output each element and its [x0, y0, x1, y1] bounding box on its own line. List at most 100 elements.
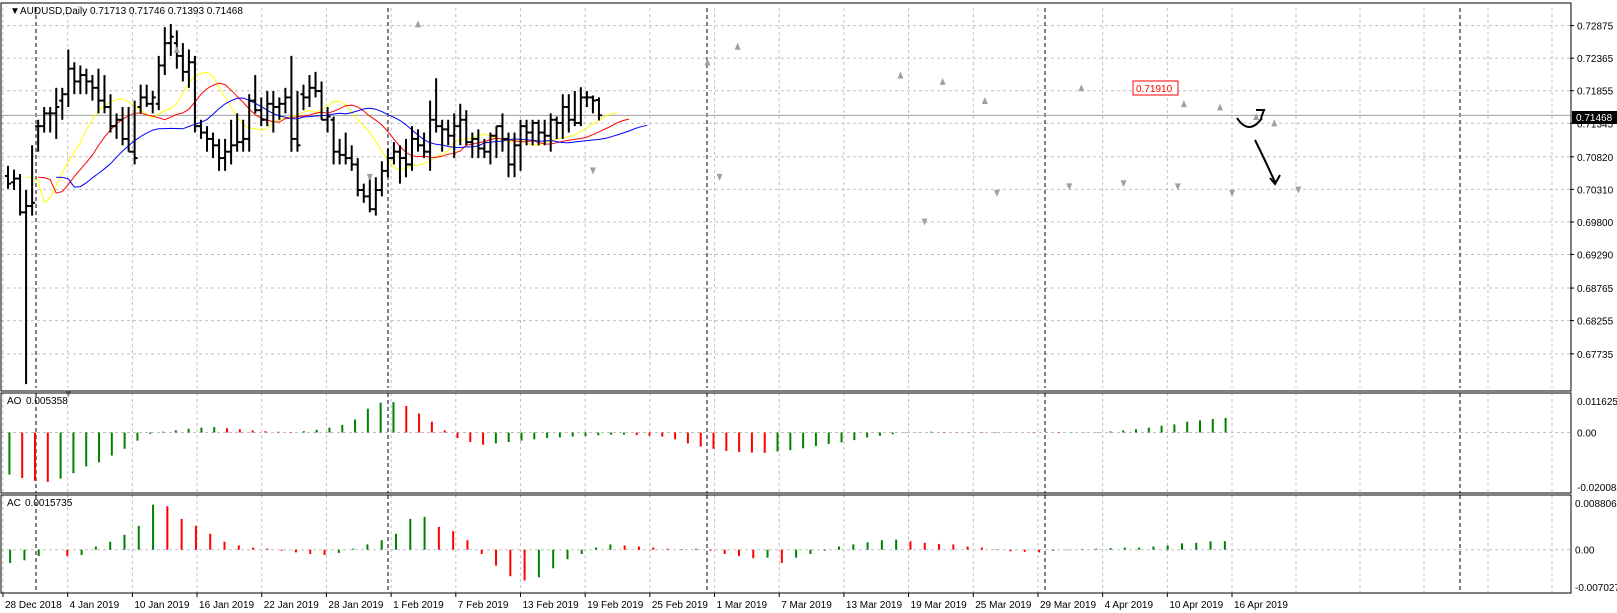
- price-bar: [101, 75, 108, 114]
- y-tick-label: 0.67735: [1577, 350, 1614, 361]
- price-bar: [155, 55, 162, 111]
- ma-mid-line: [38, 82, 630, 194]
- fractal-up-icon: [1253, 112, 1260, 120]
- price-bar: [589, 95, 596, 114]
- down-arrow-head-icon: [1269, 174, 1281, 186]
- x-tick-label: 13 Feb 2019: [522, 600, 579, 611]
- price-bar: [553, 116, 560, 139]
- price-bar: [143, 84, 150, 107]
- price-bar: [53, 87, 60, 139]
- price-bar: [529, 119, 536, 146]
- x-tick-label: 4 Apr 2019: [1105, 600, 1154, 611]
- ao-value: 0.005358: [26, 396, 68, 407]
- fractal-up-icon: [1271, 119, 1278, 127]
- x-tick-label: 1 Feb 2019: [393, 600, 444, 611]
- price-bar: [481, 138, 488, 159]
- price-bar: [131, 100, 138, 165]
- price-bar: [541, 119, 548, 146]
- price-bar: [65, 49, 72, 107]
- price-bar: [445, 119, 452, 146]
- price-bar: [41, 106, 48, 133]
- price-bar: [276, 97, 283, 120]
- y-tick-label: 0.69800: [1577, 218, 1614, 229]
- price-annotation-box: [1132, 80, 1179, 96]
- price-bar: [270, 91, 277, 133]
- price-bar: [402, 138, 409, 178]
- ac-value: 0.0015735: [25, 498, 73, 509]
- price-bar: [565, 94, 572, 133]
- fractal-down-icon: [1066, 183, 1073, 191]
- x-tick-label: 28 Dec 2018: [5, 600, 62, 611]
- ac-title: AC: [7, 498, 21, 509]
- price-bar: [336, 138, 343, 165]
- price-bar: [505, 132, 512, 178]
- fractal-up-icon: [939, 77, 946, 85]
- ao-tick-label: 0.011625: [1577, 397, 1617, 408]
- price-bar: [342, 132, 349, 165]
- price-bar: [95, 68, 102, 114]
- price-bar: [523, 119, 530, 146]
- panel-frames: [0, 2, 1572, 594]
- x-tick-label: 1 Mar 2019: [717, 600, 768, 611]
- x-tick-label: 19 Feb 2019: [587, 600, 644, 611]
- price-bar: [427, 100, 434, 171]
- price-bar: [517, 119, 524, 171]
- price-bar: [161, 27, 168, 76]
- price-bar: [11, 169, 18, 191]
- x-tick-label: 29 Mar 2019: [1040, 600, 1097, 611]
- price-bar: [451, 113, 458, 159]
- price-bar: [35, 119, 42, 152]
- price-bar: [493, 125, 500, 159]
- ac-tick-label: 0.00: [1575, 546, 1595, 557]
- price-bar: [475, 129, 482, 159]
- price-bar: [119, 106, 126, 146]
- price-bar: [366, 177, 373, 213]
- price-bar: [384, 148, 391, 178]
- price-bar: [348, 145, 355, 171]
- price-bar: [396, 145, 403, 184]
- price-bar: [71, 62, 78, 95]
- y-tick-label: 0.72875: [1577, 22, 1614, 33]
- y-tick-label: 0.68765: [1577, 284, 1614, 295]
- price-bar: [17, 174, 24, 216]
- price-bar: [433, 78, 440, 133]
- price-bar: [421, 132, 428, 159]
- price-bar: [107, 94, 114, 133]
- price-bar: [439, 119, 446, 152]
- price-bar: [113, 113, 120, 139]
- y-tick-label: 0.70820: [1577, 153, 1614, 164]
- fractal-down-icon: [1295, 186, 1302, 194]
- price-bar: [167, 23, 174, 56]
- price-bar: [240, 119, 247, 152]
- price-bar: [137, 84, 144, 114]
- text-layer: ▼ AUDUSD,Daily 0.71713 0.71746 0.71393 0…: [7, 6, 1617, 509]
- fractal-up-icon: [1180, 100, 1187, 108]
- ao-tick-label: -0.020084: [1577, 483, 1617, 494]
- fractal-down-icon: [993, 189, 1000, 197]
- x-tick-label: 25 Feb 2019: [652, 600, 709, 611]
- ac-panel-frame: [0, 494, 1572, 594]
- symbol-dropdown-icon[interactable]: ▼: [10, 6, 20, 17]
- ao-histogram: [8, 402, 1227, 482]
- ao-panel-frame: [0, 392, 1572, 494]
- fractal-markers: [65, 20, 1302, 398]
- price-bar: [228, 119, 235, 165]
- fractal-down-icon: [366, 173, 373, 181]
- price-bars: [5, 23, 602, 385]
- price-bar: [234, 113, 241, 152]
- price-bar: [324, 106, 331, 133]
- ac-histogram: [9, 504, 1226, 581]
- ac-tick-label: -0.0070277: [1575, 583, 1617, 594]
- price-bar: [487, 132, 494, 165]
- price-bar: [216, 138, 223, 171]
- y-tick-label: 0.71345: [1577, 119, 1614, 130]
- price-bar: [125, 106, 132, 153]
- fractal-up-icon: [415, 20, 422, 28]
- price-bar: [415, 129, 422, 152]
- x-tick-label: 10 Jan 2019: [134, 600, 189, 611]
- price-bar: [535, 119, 542, 146]
- fractal-down-icon: [589, 167, 596, 175]
- main-panel-frame: [0, 2, 1572, 392]
- price-bar: [23, 190, 30, 385]
